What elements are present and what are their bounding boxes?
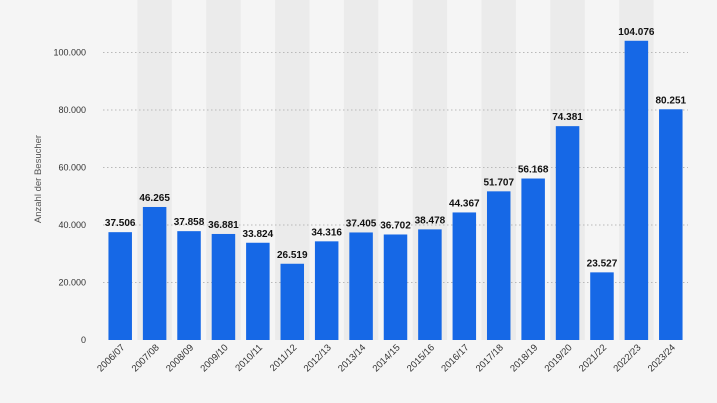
bar[interactable] <box>142 206 167 340</box>
bar[interactable] <box>452 212 477 340</box>
data-label: 46.265 <box>139 193 170 204</box>
data-label: 38.478 <box>415 215 446 226</box>
data-label: 23.527 <box>587 258 618 269</box>
x-tick-label: 2014/15 <box>371 342 403 374</box>
x-tick-label: 2021/22 <box>577 342 609 374</box>
data-label: 37.858 <box>174 217 205 228</box>
y-tick-label: 60.000 <box>58 163 86 173</box>
x-tick-label: 2022/23 <box>611 342 643 374</box>
data-label: 104.076 <box>618 27 655 38</box>
bar[interactable] <box>280 263 305 340</box>
x-tick-label: 2006/07 <box>95 342 127 374</box>
x-tick-label: 2018/19 <box>508 342 540 374</box>
x-tick-label: 2008/09 <box>164 342 196 374</box>
y-tick-label: 80.000 <box>58 105 86 115</box>
bar[interactable] <box>486 191 511 340</box>
bar[interactable] <box>521 178 545 340</box>
bar[interactable] <box>177 231 201 340</box>
bar[interactable] <box>211 233 236 340</box>
data-label: 33.824 <box>243 229 274 240</box>
x-tick-label: 2009/10 <box>198 342 230 374</box>
bar[interactable] <box>383 234 408 340</box>
x-tick-label: 2023/24 <box>646 342 678 374</box>
data-label: 44.367 <box>449 198 480 209</box>
data-label: 34.316 <box>311 227 342 238</box>
x-tick-label: 2017/18 <box>474 342 506 374</box>
data-label: 26.519 <box>277 250 308 261</box>
data-label: 56.168 <box>518 165 549 176</box>
x-axis-ticks: 2006/07 2007/08 2008/09 2009/10 2010/11 2011/… <box>95 342 678 374</box>
bar[interactable] <box>418 229 442 340</box>
x-tick-label: 2007/08 <box>130 342 162 374</box>
x-tick-label: 2011/12 <box>268 342 300 374</box>
bar[interactable] <box>246 242 270 340</box>
data-label: 36.881 <box>208 220 239 231</box>
bars <box>108 40 683 341</box>
y-tick-label: 20.000 <box>58 278 86 288</box>
y-tick-label: 40.000 <box>58 220 86 230</box>
x-tick-label: 2019/20 <box>543 342 575 374</box>
x-tick-label: 2015/16 <box>405 342 437 374</box>
bar[interactable] <box>624 40 649 341</box>
y-axis-ticks: 0 20.000 40.000 60.000 80.000 100.000 <box>53 48 86 346</box>
data-label: 51.707 <box>483 177 514 188</box>
bar[interactable] <box>349 232 373 340</box>
bar[interactable] <box>659 109 683 340</box>
data-label: 74.381 <box>552 112 583 123</box>
y-axis-label: Anzahl der Besucher <box>33 135 44 223</box>
x-tick-label: 2012/13 <box>302 342 334 374</box>
bar[interactable] <box>555 126 580 340</box>
data-label: 37.405 <box>346 218 377 229</box>
data-label: 37.506 <box>105 218 136 229</box>
x-tick-label: 2010/11 <box>233 342 265 374</box>
bar[interactable] <box>108 232 132 340</box>
x-tick-label: 2016/17 <box>439 342 471 374</box>
y-tick-label: 100.000 <box>53 48 86 58</box>
x-tick-label: 2013/14 <box>336 342 368 374</box>
data-label: 80.251 <box>655 95 686 106</box>
y-tick-label: 0 <box>81 335 86 345</box>
data-label: 36.702 <box>380 220 411 231</box>
bar[interactable] <box>314 241 339 340</box>
bar[interactable] <box>590 272 614 340</box>
